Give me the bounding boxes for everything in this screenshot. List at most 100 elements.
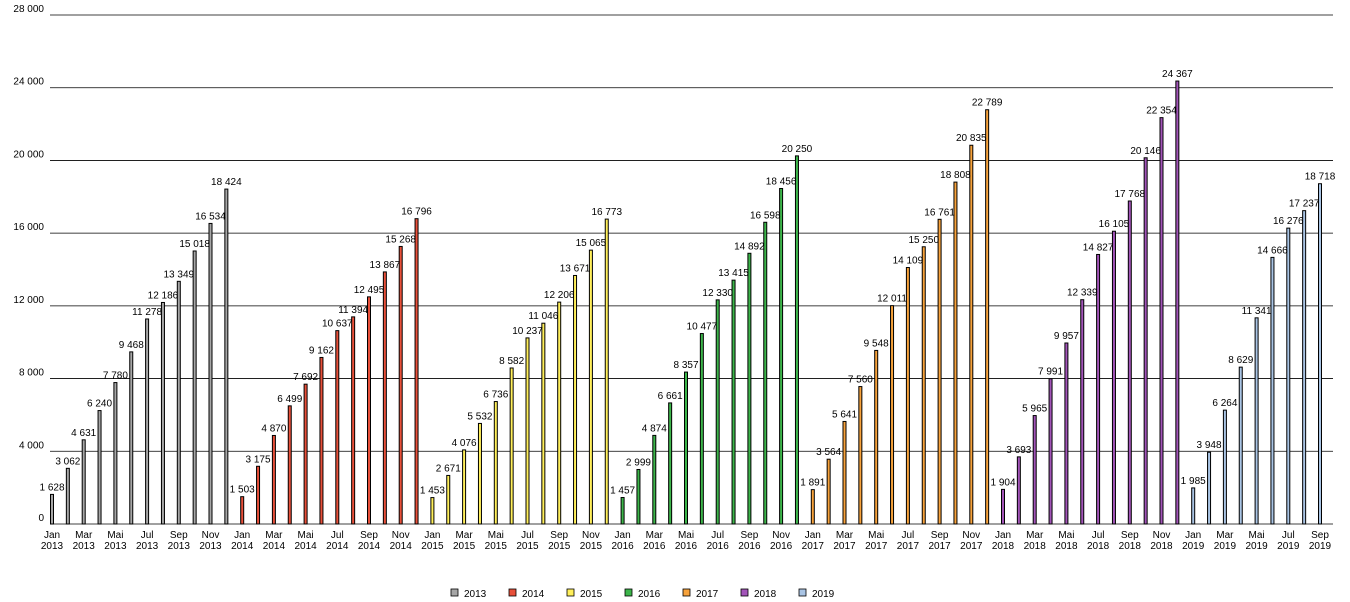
data-label: 2 671: [436, 463, 461, 474]
bar-2016-8: [731, 279, 736, 525]
data-label: 8 629: [1228, 355, 1253, 366]
x-tick-label: Jul 2015: [516, 530, 539, 552]
data-label: 6 240: [87, 399, 112, 410]
bar-2015-12: [604, 218, 609, 525]
legend-label: 2017: [696, 589, 719, 600]
bar-2015-2: [446, 474, 451, 525]
bar-2015-4: [477, 422, 482, 525]
data-label: 18 456: [766, 176, 797, 187]
x-tick-label: Jan 2014: [231, 530, 254, 552]
data-label: 4 631: [71, 428, 96, 439]
bar-2013-9: [176, 280, 181, 525]
bar-2014-5: [303, 383, 308, 525]
bar-2017-4: [858, 386, 863, 525]
bar-2014-9: [367, 296, 371, 525]
data-label: 18 808: [940, 170, 971, 181]
data-label: 6 499: [277, 394, 302, 405]
x-axis-ticks: Jan 2013 Mar 2013 Mai 2013 Jul 2013 Sep 2013 Nov 20…: [41, 530, 1332, 552]
bar-2015-6: [509, 367, 514, 525]
data-label: 7 560: [848, 375, 873, 386]
bar-2016-2: [636, 468, 641, 525]
legend-label: 2013: [464, 589, 487, 600]
data-label: 1 453: [420, 486, 445, 497]
x-tick-label: Sep 2014: [358, 530, 381, 552]
x-tick-label: Mai 2015: [485, 530, 508, 552]
x-tick-label: Mar 2015: [453, 530, 476, 552]
data-label: 20 250: [782, 144, 813, 155]
bar-2016-5: [684, 371, 688, 525]
legend-swatch: [566, 588, 575, 597]
bar-2016-3: [652, 434, 657, 525]
bar-2019-9: [1318, 183, 1322, 525]
bar-2014-7: [335, 330, 340, 525]
y-tick-label: 16 000: [13, 222, 44, 233]
data-label: 24 367: [1162, 69, 1193, 80]
data-label: 1 628: [39, 482, 64, 493]
x-tick-label: Jul 2018: [1087, 530, 1110, 552]
x-tick-label: Sep 2016: [738, 530, 761, 552]
bar-2018-4: [1048, 378, 1053, 525]
data-label: 13 671: [560, 263, 591, 274]
x-tick-label: Jan 2018: [992, 530, 1015, 552]
data-label: 3 175: [246, 454, 271, 465]
bar-2013-7: [145, 318, 150, 525]
bar-2015-9: [557, 301, 562, 525]
bar-2017-9: [937, 218, 942, 525]
bar-2016-6: [699, 333, 704, 525]
x-tick-label: Sep 2013: [168, 530, 191, 552]
bar-2017-10: [953, 181, 958, 525]
data-label: 10 237: [512, 326, 543, 337]
data-label: 10 637: [322, 319, 353, 330]
bar-2017-11: [969, 144, 974, 525]
x-tick-label: Mar 2019: [1214, 530, 1237, 552]
bar-2019-3: [1222, 409, 1227, 525]
data-label: 13 349: [164, 269, 195, 280]
data-label: 14 666: [1257, 245, 1288, 256]
legend-label: 2018: [754, 589, 777, 600]
x-tick-label: Jan 2013: [41, 530, 64, 552]
data-label: 4 076: [452, 438, 477, 449]
bar-2014-2: [256, 465, 261, 525]
x-tick-label: Mar 2014: [263, 530, 286, 552]
data-label: 3 062: [55, 456, 80, 467]
x-tick-label: Mai 2014: [294, 530, 317, 552]
data-label: 16 276: [1273, 216, 1304, 227]
bar-2018-11: [1159, 117, 1164, 525]
bar-2013-12: [224, 188, 229, 525]
bar-2019-6: [1270, 256, 1275, 525]
data-label: 7 991: [1038, 367, 1063, 378]
data-label: 10 477: [687, 322, 718, 333]
data-label: 18 718: [1305, 172, 1336, 183]
bar-2018-12: [1175, 80, 1180, 525]
legend-swatch: [682, 588, 691, 597]
bar-2017-1: [810, 489, 815, 525]
bar-2014-11: [398, 245, 403, 525]
data-label: 22 354: [1146, 106, 1177, 117]
data-label: 20 835: [956, 133, 987, 144]
bar-2016-4: [668, 402, 673, 525]
bar-2015-8: [541, 322, 546, 525]
bar-2018-10: [1143, 157, 1148, 525]
data-label: 1 457: [610, 486, 635, 497]
x-tick-label: Sep 2015: [548, 530, 571, 552]
data-label: 3 693: [1006, 445, 1031, 456]
x-tick-label: Mar 2018: [1024, 530, 1047, 552]
bar-2014-6: [319, 356, 324, 525]
data-label: 5 532: [467, 411, 492, 422]
data-label: 5 965: [1022, 404, 1047, 415]
legend-swatch: [450, 588, 459, 597]
bar-2018-8: [1111, 230, 1116, 525]
bar-2013-2: [65, 467, 70, 525]
data-label: 6 736: [483, 390, 508, 401]
data-label: 1 503: [230, 485, 255, 496]
data-label: 16 773: [591, 207, 622, 218]
legend-swatch: [624, 588, 633, 597]
bar-2018-5: [1064, 342, 1069, 525]
x-tick-label: Mai 2013: [104, 530, 127, 552]
data-label: 12 339: [1067, 288, 1098, 299]
bar-2014-4: [287, 405, 292, 525]
bar-2017-2: [826, 458, 831, 525]
x-tick-label: Mar 2016: [643, 530, 666, 552]
data-label: 16 761: [924, 207, 955, 218]
